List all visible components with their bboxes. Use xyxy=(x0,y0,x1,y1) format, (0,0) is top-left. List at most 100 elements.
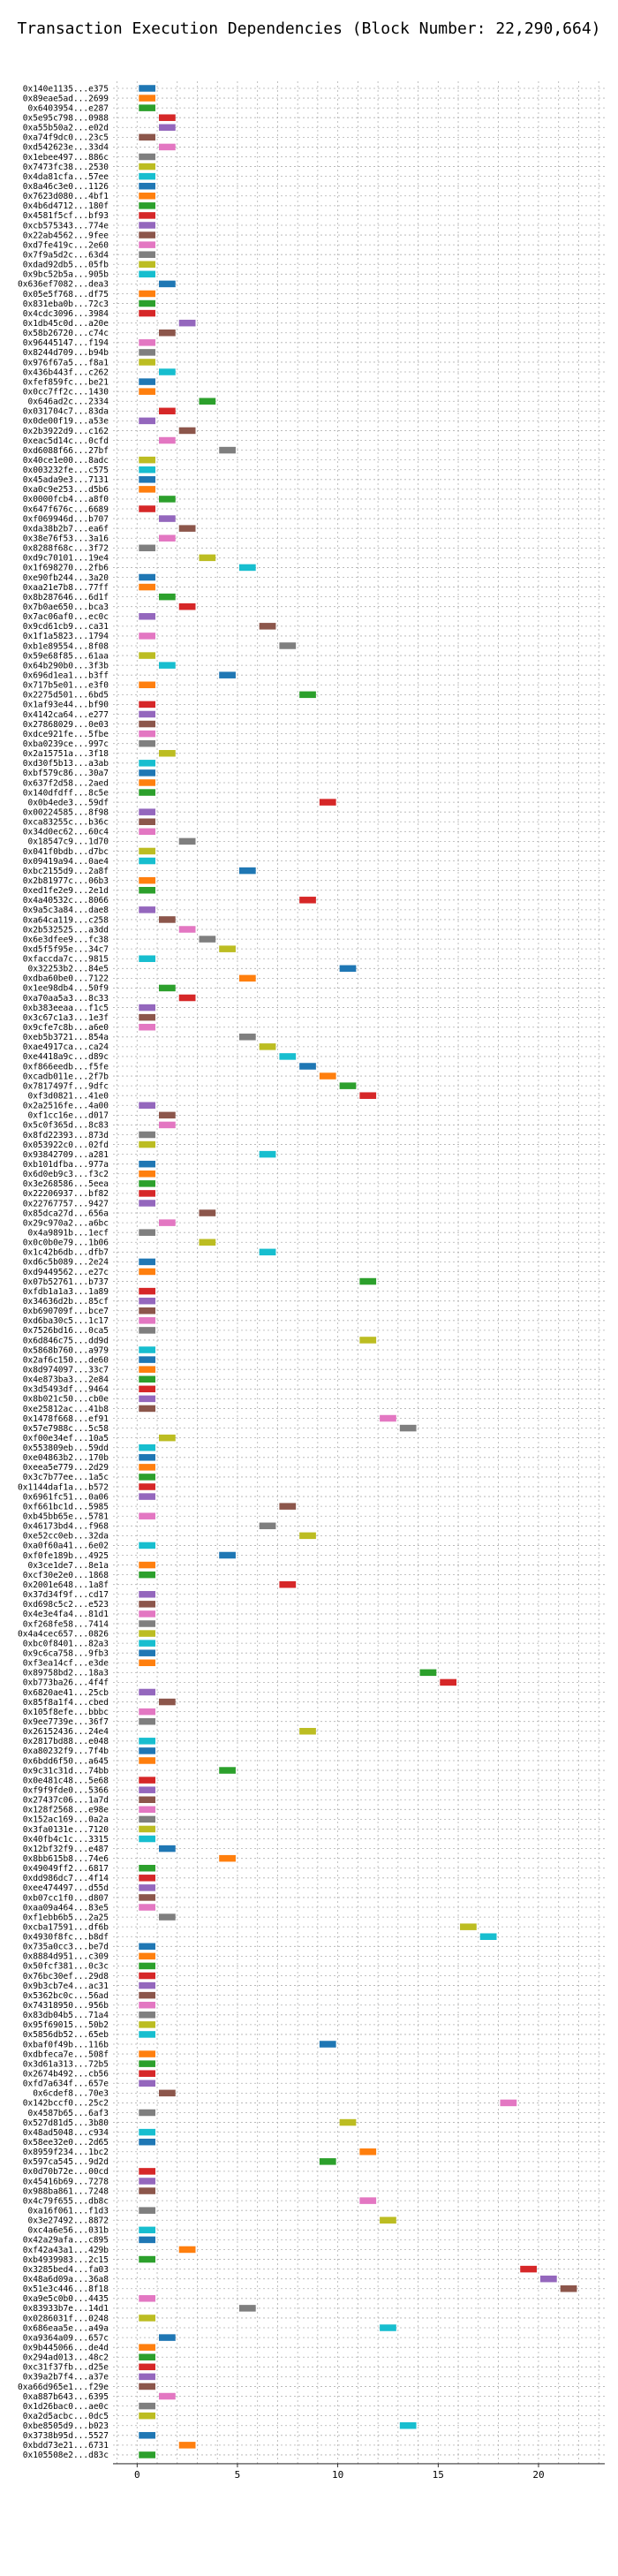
y-tick-label: 0x48ad5048...c934 xyxy=(23,2128,109,2138)
transaction-bar xyxy=(159,368,176,375)
transaction-bar xyxy=(159,593,176,601)
y-tick-label: 0xbf579c86...30a7 xyxy=(23,769,109,778)
transaction-bar xyxy=(139,2255,156,2263)
transaction-bar xyxy=(219,1767,236,1774)
y-tick-label: 0xae4917ca...ca24 xyxy=(23,1042,109,1052)
transaction-bar xyxy=(219,1854,236,1862)
y-tick-label: 0x6820ae41...25cb xyxy=(23,1688,109,1698)
y-tick-label: 0xf42a43a1...429b xyxy=(23,2246,109,2255)
y-tick-label: 0x3c7b77ee...1a5c xyxy=(23,1473,109,1482)
y-tick-label: 0x83db04b5...71a4 xyxy=(23,2011,109,2020)
y-tick-label: 0x1d26bac0...ae0c xyxy=(23,2402,109,2412)
transaction-bar xyxy=(139,231,156,239)
y-tick-label: 0x27868029...0e03 xyxy=(23,720,109,730)
transaction-bar xyxy=(139,2402,156,2410)
y-tick-label: 0x7526bd16...0ca5 xyxy=(23,1326,109,1336)
transaction-bar xyxy=(139,808,156,815)
transaction-bar xyxy=(419,1669,437,1677)
transaction-bar xyxy=(139,133,156,141)
y-tick-label: 0x142bccf0...25c2 xyxy=(23,2099,109,2109)
transaction-bar xyxy=(139,1464,156,1471)
y-tick-label: 0xdbfeca7e...508f xyxy=(23,2049,109,2059)
transaction-bar xyxy=(139,1171,156,1178)
y-tick-label: 0xe52cc0eb...32da xyxy=(23,1532,109,1542)
transaction-bar xyxy=(139,2344,156,2351)
y-tick-label: 0x553809eb...59dd xyxy=(23,1443,109,1453)
transaction-bar xyxy=(139,1943,156,1951)
y-tick-label: 0xe90fb244...3a20 xyxy=(23,573,109,583)
y-tick-label: 0x2a2516fe...4a00 xyxy=(23,1102,109,1111)
transaction-bar xyxy=(139,1190,156,1197)
y-tick-label: 0xcadb011e...2f7b xyxy=(23,1072,109,1081)
y-tick-label: 0x96445147...f194 xyxy=(23,338,109,348)
transaction-bar xyxy=(159,407,176,415)
transaction-bar xyxy=(159,534,176,542)
transaction-bar xyxy=(199,554,216,562)
transaction-bar xyxy=(279,642,297,649)
transaction-bar xyxy=(159,330,176,337)
y-tick-label: 0x637f2d58...2aed xyxy=(23,778,109,788)
y-tick-label: 0x4da81cfa...57ee xyxy=(23,172,109,182)
y-tick-label: 0x3ce1de7...8e1a xyxy=(27,1561,109,1571)
transaction-bar xyxy=(339,1082,357,1089)
transaction-bar xyxy=(139,1591,156,1598)
transaction-bar xyxy=(139,1395,156,1403)
transaction-bar xyxy=(139,2128,156,2136)
transaction-bar xyxy=(139,2412,156,2420)
y-tick-label: 0x6d846c75...dd9d xyxy=(23,1336,109,1345)
transaction-bar xyxy=(139,388,156,395)
transaction-bar xyxy=(159,280,176,288)
transaction-bar xyxy=(139,760,156,767)
transaction-bar xyxy=(139,544,156,552)
y-tick-label: 0xbc0f8401...82a3 xyxy=(23,1639,109,1648)
transaction-bar xyxy=(139,251,156,258)
transaction-bar xyxy=(139,505,156,512)
y-tick-label: 0x12bf32f9...e487 xyxy=(23,1845,109,1854)
transaction-bar xyxy=(139,486,156,493)
transaction-bar xyxy=(199,1209,216,1216)
y-tick-label: 0x636ef7082...dea3 xyxy=(18,280,109,290)
y-tick-label: 0x93842709...a281 xyxy=(23,1150,109,1160)
transaction-bar xyxy=(178,602,196,610)
transaction-bar xyxy=(238,1034,256,1041)
y-tick-label: 0x527d81d5...3b80 xyxy=(23,2118,109,2128)
y-tick-label: 0xcba17591...df6b xyxy=(23,1922,109,1932)
transaction-bar xyxy=(139,95,156,102)
y-tick-label: 0xa74f9dc0...23c5 xyxy=(23,133,109,143)
transaction-bar xyxy=(279,1053,297,1060)
transaction-bar xyxy=(139,172,156,180)
transaction-bar xyxy=(238,974,256,982)
transaction-bar xyxy=(139,1825,156,1833)
transaction-bar xyxy=(139,876,156,884)
y-tick-label: 0x2b81977c...06b3 xyxy=(23,876,109,886)
transaction-bar xyxy=(399,2421,417,2429)
y-tick-label: 0xb07cc1f0...d807 xyxy=(23,1893,109,1903)
y-tick-label: 0x1144daf1a...b572 xyxy=(18,1482,109,1492)
transaction-bar xyxy=(159,662,176,669)
y-tick-label: 0xdd986dc7...4f14 xyxy=(23,1874,109,1883)
y-tick-label: 0x4c79f655...db8c xyxy=(23,2196,109,2206)
y-tick-label: 0xb45bb65e...5781 xyxy=(23,1512,109,1522)
y-tick-label: 0x8d974097...33c7 xyxy=(23,1365,109,1375)
y-tick-label: 0x34636d2b...85cf xyxy=(23,1297,109,1307)
y-tick-label: 0x4581f5cf...bf93 xyxy=(23,211,109,221)
y-tick-label: 0x8244d709...b94b xyxy=(23,348,109,358)
y-tick-label: 0x8b021c50...cb0e xyxy=(23,1395,109,1405)
y-tick-label: 0x09419a94...0ae4 xyxy=(23,857,109,867)
y-tick-label: 0xf1ebb6b5...2a25 xyxy=(23,1913,109,1922)
transaction-bar xyxy=(259,1522,276,1530)
y-tick-label: 0xbe8505d9...b023 xyxy=(23,2421,109,2431)
y-tick-label: 0x00224585...8f98 xyxy=(23,807,109,817)
y-tick-label: 0x4b6d4712...180f xyxy=(23,201,109,211)
y-tick-label: 0x27437c06...1a7d xyxy=(23,1796,109,1806)
transaction-bar xyxy=(279,1580,297,1588)
y-tick-label: 0x5c0f365d...8c83 xyxy=(23,1121,109,1131)
y-tick-label: 0x46173bd4...f968 xyxy=(23,1522,109,1532)
y-tick-label: 0x7623d080...4bf1 xyxy=(23,192,109,201)
transaction-bar xyxy=(139,1894,156,1901)
y-tick-label: 0xda38b2b7...ea6f xyxy=(23,524,109,534)
transaction-bar xyxy=(139,1140,156,1148)
y-tick-label: 0x22ab4562...9fee xyxy=(23,231,109,240)
y-tick-label: 0x4a9891b...1ecf xyxy=(27,1228,109,1238)
y-tick-label: 0x3d61a313...72b5 xyxy=(23,2059,109,2069)
